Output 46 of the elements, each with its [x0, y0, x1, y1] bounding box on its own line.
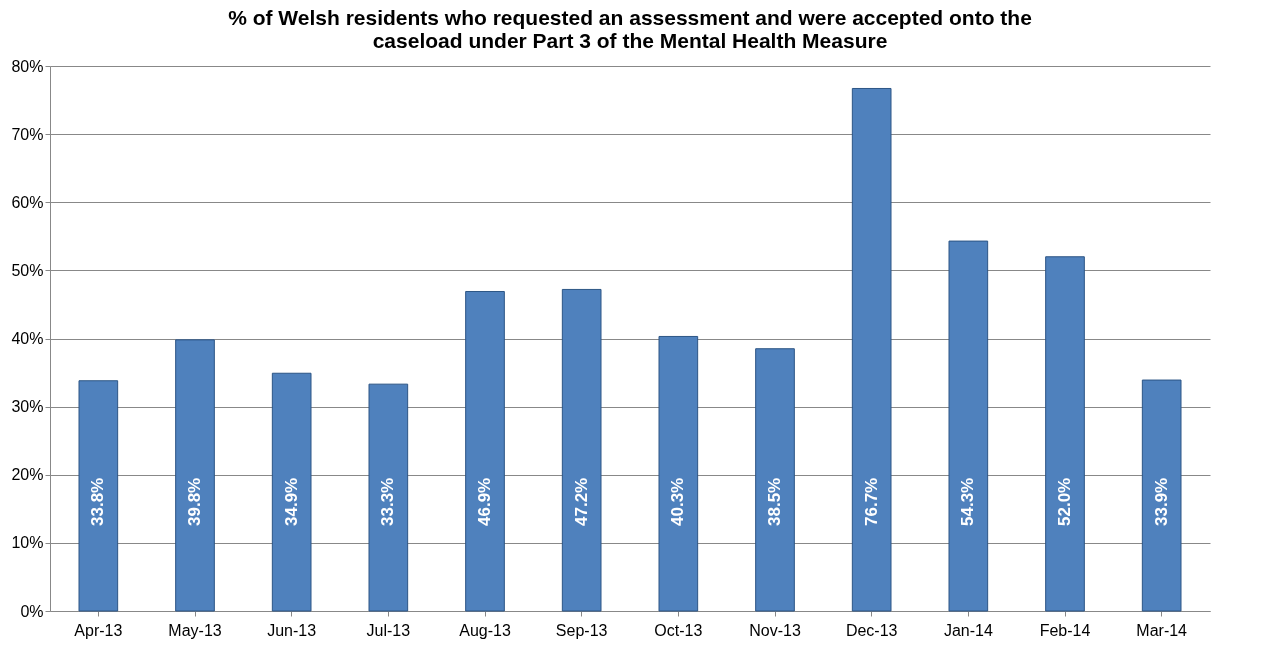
y-tick-label: 10% [11, 534, 44, 552]
bar [561, 288, 602, 612]
x-tick-label: May-13 [168, 621, 222, 639]
x-tick-label: Jul-13 [366, 621, 411, 639]
y-tick-label: 70% [11, 125, 44, 143]
y-tick-label: 60% [11, 193, 44, 211]
data-label: 46.9% [475, 477, 494, 526]
y-tick-label: 50% [11, 261, 44, 279]
x-tick-label: Sep-13 [555, 621, 608, 639]
y-tick-label: 20% [11, 466, 44, 484]
bar [755, 348, 795, 612]
y-tick-label: 30% [11, 398, 44, 416]
data-label: 40.3% [668, 477, 688, 526]
y-tick-label: 0% [20, 602, 44, 620]
bar [465, 290, 505, 612]
data-label: 33.8% [88, 477, 108, 526]
data-label: 76.7% [861, 477, 881, 526]
bar [175, 339, 215, 612]
chart-title: % of Welsh residents who requested an assessment and were accepted onto the caseload under Part 3 of the Mental Health Measure [228, 6, 1032, 52]
data-label: 34.9% [281, 477, 301, 526]
data-label: 33.9% [1151, 477, 1171, 526]
data-label: 39.8% [185, 477, 204, 526]
bar [78, 380, 119, 612]
x-tick-label: Dec-13 [845, 621, 898, 639]
bar [1045, 256, 1085, 612]
bar [658, 335, 699, 612]
y-tick-label: 40% [11, 330, 44, 347]
x-tick-label: Jun-13 [267, 621, 317, 639]
x-tick-label: Aug-13 [459, 621, 511, 639]
x-tick-label: Apr-13 [74, 621, 123, 639]
bar [271, 372, 312, 612]
data-label: 47.2% [571, 477, 591, 526]
y-tick-label: 80% [11, 57, 44, 75]
data-label: 33.3% [378, 477, 398, 526]
data-label: 52.0% [1055, 477, 1074, 526]
data-label: 38.5% [765, 477, 784, 526]
data-label: 54.3% [958, 477, 978, 526]
bar [851, 87, 892, 612]
bar [368, 383, 409, 612]
bar [948, 240, 989, 612]
x-tick-label: Mar-14 [1136, 621, 1188, 639]
bar [1141, 379, 1182, 612]
x-tick-label: Oct-13 [654, 621, 703, 639]
x-tick-label: Feb-14 [1039, 621, 1091, 639]
x-tick-label: Nov-13 [749, 621, 801, 639]
x-tick-label: Jan-14 [943, 621, 993, 639]
